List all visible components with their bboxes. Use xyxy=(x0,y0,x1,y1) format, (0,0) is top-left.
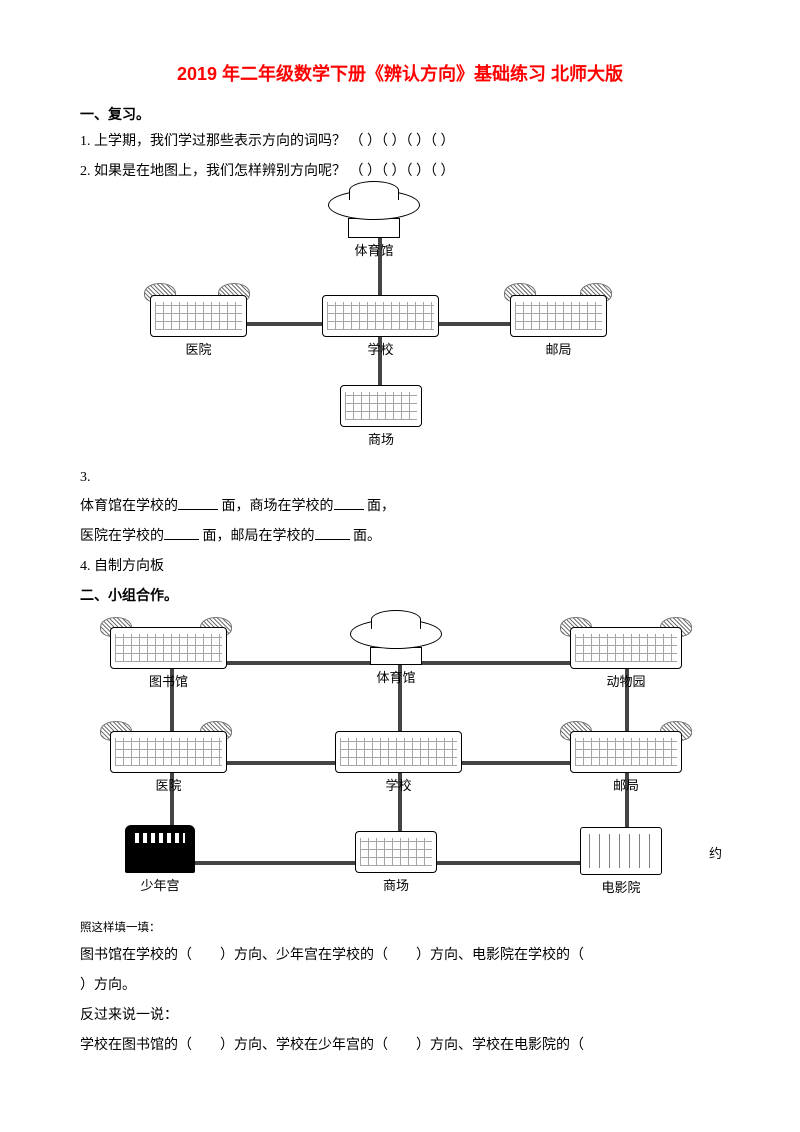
mall-shape xyxy=(355,831,437,873)
text: 面，商场在学校的 xyxy=(222,499,334,514)
text: 面。 xyxy=(353,529,381,544)
library-shape xyxy=(110,627,227,669)
blank[interactable] xyxy=(178,495,218,510)
text: 图书馆在学校的（ xyxy=(80,948,192,963)
hospital-label: 医院 xyxy=(150,339,247,358)
node-library: 图书馆 xyxy=(110,627,227,690)
sample-lead: 照这样填一填： xyxy=(80,919,720,939)
text: 面，邮局在学校的 xyxy=(203,529,315,544)
q3-line2: 医院在学校的 面，邮局在学校的 面。 xyxy=(80,525,720,549)
mall-shape xyxy=(340,385,422,427)
text: 学校在图书馆的（ xyxy=(80,1038,192,1053)
section1-heading: 一、复习。 xyxy=(80,104,720,124)
q2: 2. 如果是在地图上，我们怎样辨别方向呢？ （ ）（ ）（ ）（ ） xyxy=(80,160,720,184)
cinema-label: 电影院 xyxy=(580,877,662,896)
text: ）方向、学校在少年宫的（ xyxy=(220,1038,388,1053)
gym-shape xyxy=(350,619,442,649)
node-palace: 少年宫 xyxy=(125,825,195,894)
mall-label: 商场 xyxy=(340,429,422,448)
node-cinema: 电影院 xyxy=(580,827,662,896)
text: ）方向、学校在电影院的（ xyxy=(416,1038,584,1053)
node-school: 学校 xyxy=(322,295,439,358)
palace-label: 少年宫 xyxy=(125,875,195,894)
q3-line1: 体育馆在学校的 面，商场在学校的 面， xyxy=(80,495,720,519)
blank[interactable] xyxy=(164,525,199,540)
gym-label: 体育馆 xyxy=(350,667,442,686)
flag-icon xyxy=(399,731,401,732)
cinema-shape xyxy=(580,827,662,875)
school-shape xyxy=(322,295,439,337)
node-school2: 学校 xyxy=(335,731,462,794)
node-gym2: 体育馆 xyxy=(350,619,442,686)
fill-line-1: 图书馆在学校的（ ）方向、少年宫在学校的（ ）方向、电影院在学校的（ xyxy=(80,944,720,968)
node-gym: 体育馆 xyxy=(328,190,420,259)
q4: 4. 自制方向板 xyxy=(80,555,720,579)
post-shape xyxy=(510,295,607,337)
fill-line-3: 学校在图书馆的（ ）方向、学校在少年宫的（ ）方向、学校在电影院的（ xyxy=(80,1034,720,1058)
text: ）方向、电影院在学校的（ xyxy=(416,948,584,963)
blank[interactable] xyxy=(315,525,350,540)
node-post2: 邮局 xyxy=(570,731,682,794)
post-label: 邮局 xyxy=(570,775,682,794)
node-mall: 商场 xyxy=(340,385,422,448)
gym-label: 体育馆 xyxy=(328,240,420,259)
stray-char: 约 xyxy=(709,843,722,862)
grid-diagram: 图书馆 体育馆 动物园 医院 学校 xyxy=(80,613,720,913)
q3-number: 3. xyxy=(80,466,720,490)
gym-base xyxy=(370,647,422,665)
post-shape xyxy=(570,731,682,773)
page: 2019 年二年级数学下册《辨认方向》基础练习 北师大版 一、复习。 1. 上学… xyxy=(0,0,800,1132)
hospital-shape xyxy=(150,295,247,337)
school-shape xyxy=(335,731,462,773)
school-label: 学校 xyxy=(322,339,439,358)
fill-line-2: 反过来说一说： xyxy=(80,1004,720,1028)
fill-line-1b: ）方向。 xyxy=(80,974,720,998)
node-mall2: 商场 xyxy=(355,831,437,894)
node-zoo: 动物园 xyxy=(570,627,682,690)
zoo-label: 动物园 xyxy=(570,671,682,690)
page-title: 2019 年二年级数学下册《辨认方向》基础练习 北师大版 xyxy=(80,60,720,86)
text: ）方向、少年宫在学校的（ xyxy=(220,948,388,963)
gym-shape xyxy=(328,190,420,220)
library-label: 图书馆 xyxy=(110,671,227,690)
node-hospital2: 医院 xyxy=(110,731,227,794)
school-label: 学校 xyxy=(335,775,462,794)
text: 面， xyxy=(367,499,395,514)
q1: 1. 上学期，我们学过那些表示方向的词吗？ （ ）（ ）（ ）（ ） xyxy=(80,130,720,154)
palace-shape xyxy=(125,825,195,873)
gym-base xyxy=(348,218,400,238)
node-post: 邮局 xyxy=(510,295,607,358)
cross-diagram: 体育馆 医院 学校 邮局 商场 xyxy=(150,190,610,460)
zoo-shape xyxy=(570,627,682,669)
flag-icon xyxy=(381,295,383,296)
section2-heading: 二、小组合作。 xyxy=(80,585,720,605)
post-label: 邮局 xyxy=(510,339,607,358)
node-hospital: 医院 xyxy=(150,295,247,358)
blank[interactable] xyxy=(334,495,364,510)
hospital-label: 医院 xyxy=(110,775,227,794)
text: 体育馆在学校的 xyxy=(80,499,178,514)
mall-label: 商场 xyxy=(355,875,437,894)
text: 医院在学校的 xyxy=(80,529,164,544)
hospital-shape xyxy=(110,731,227,773)
